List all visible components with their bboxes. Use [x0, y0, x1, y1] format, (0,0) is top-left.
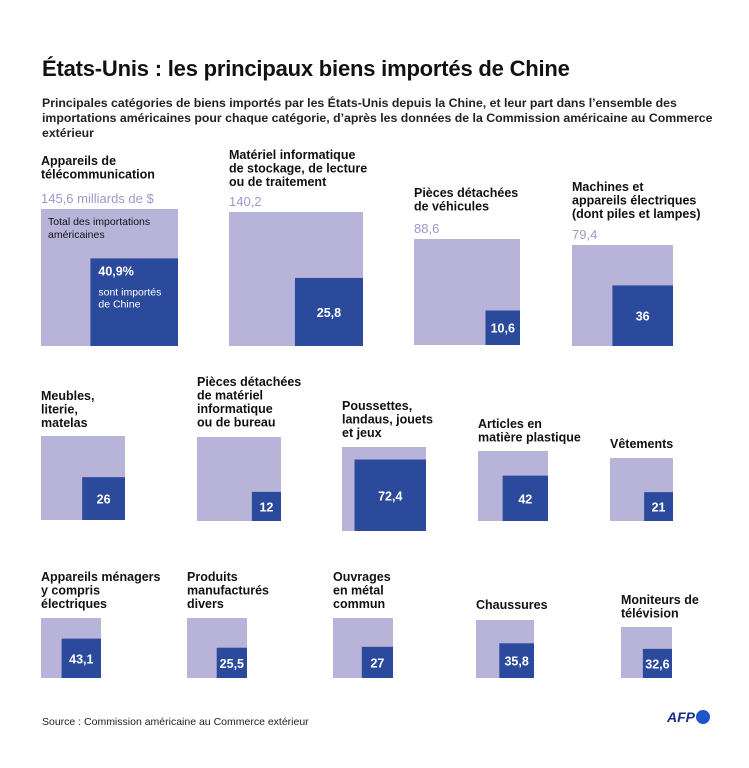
- share-label: 72,4: [378, 489, 402, 503]
- category-group: Vêtements 21: [610, 437, 673, 521]
- share-label: 42: [518, 492, 532, 506]
- category-label: Meubles,: [41, 389, 95, 403]
- category-label: Matériel informatique: [229, 148, 355, 162]
- share-label: 25,5: [220, 657, 244, 671]
- china-share-square: [82, 477, 125, 520]
- category-label: y compris: [41, 584, 100, 598]
- category-label: télécommunication: [41, 168, 155, 182]
- category-label: landaus, jouets: [342, 413, 433, 427]
- share-label: 27: [370, 656, 384, 670]
- category-label: manufacturés: [187, 584, 269, 598]
- category-label: ou de traitement: [229, 175, 327, 189]
- category-label: et jeux: [342, 426, 382, 440]
- china-share-square: [499, 643, 534, 678]
- category-label: Moniteurs de: [621, 593, 699, 607]
- total-value-label: 88,6: [414, 221, 439, 236]
- share-legend-text: sont importés: [98, 286, 161, 298]
- china-share-square: [61, 638, 101, 678]
- china-share-square: [216, 647, 247, 678]
- category-label: Appareils ménagers: [41, 570, 161, 584]
- category-label: Articles en: [478, 417, 542, 431]
- category-label: ou de bureau: [197, 416, 275, 430]
- china-share-square: [251, 491, 281, 521]
- category-label: Pièces détachées: [197, 375, 301, 389]
- afp-logo-dot: [696, 710, 710, 724]
- china-share-square: [361, 646, 393, 678]
- share-label: 12: [259, 500, 273, 514]
- china-share-square: [502, 475, 548, 521]
- china-share-square: [354, 459, 426, 531]
- china-share-square: [90, 258, 178, 346]
- category-label: de matériel: [197, 389, 263, 403]
- share-legend-text: de Chine: [98, 298, 140, 310]
- category-label: Vêtements: [610, 437, 673, 451]
- total-legend-text: américaines: [48, 229, 105, 241]
- category-label: de véhicules: [414, 200, 489, 214]
- china-share-square: [612, 285, 673, 346]
- category-label: Machines et: [572, 180, 644, 194]
- category-label: Appareils de: [41, 154, 116, 168]
- category-label: Ouvrages: [333, 570, 391, 584]
- total-value-label: 79,4: [572, 227, 597, 242]
- category-label: divers: [187, 597, 224, 611]
- category-group: Chaussures 35,8: [476, 598, 548, 678]
- category-label: Produits: [187, 570, 238, 584]
- share-label: 26: [97, 493, 111, 507]
- afp-logo-text: AFP: [667, 709, 695, 725]
- share-label: 43,1: [69, 652, 93, 666]
- total-legend-text: Total des importations: [48, 216, 150, 228]
- share-label: 36: [636, 310, 650, 324]
- share-label: 21: [652, 501, 666, 515]
- category-label: télévision: [621, 607, 679, 621]
- china-share-square: [642, 648, 672, 678]
- china-share-square: [644, 492, 673, 521]
- category-group: Meubles,literie,matelas 26: [41, 389, 125, 520]
- category-label: électriques: [41, 597, 107, 611]
- chart-title: États-Unis : les principaux biens import…: [42, 56, 570, 81]
- category-label: en métal: [333, 584, 384, 598]
- share-label: 40,9%: [98, 264, 133, 278]
- china-share-square: [294, 277, 363, 346]
- total-value-label: 140,2: [229, 194, 262, 209]
- chart-subtitle: Principales catégories de biens importés…: [42, 96, 713, 140]
- category-label: literie,: [41, 403, 78, 417]
- afp-logo: AFP: [667, 709, 710, 725]
- share-label: 35,8: [504, 655, 528, 669]
- category-label: Poussettes,: [342, 399, 412, 413]
- share-label: 32,6: [645, 657, 669, 671]
- source-note: Source : Commission américaine au Commer…: [42, 716, 309, 728]
- category-label: informatique: [197, 402, 273, 416]
- category-label: appareils électriques: [572, 194, 696, 208]
- category-label: Chaussures: [476, 598, 548, 612]
- category-label: commun: [333, 597, 385, 611]
- share-label: 25,8: [317, 306, 341, 320]
- share-label: 10,6: [491, 322, 515, 336]
- china-share-square: [485, 310, 520, 345]
- category-label: Pièces détachées: [414, 186, 518, 200]
- category-label: matière plastique: [478, 431, 581, 445]
- category-label: (dont piles et lampes): [572, 207, 701, 221]
- category-label: matelas: [41, 416, 88, 430]
- total-value-label: 145,6 milliards de $: [41, 191, 154, 206]
- category-label: de stockage, de lecture: [229, 162, 367, 176]
